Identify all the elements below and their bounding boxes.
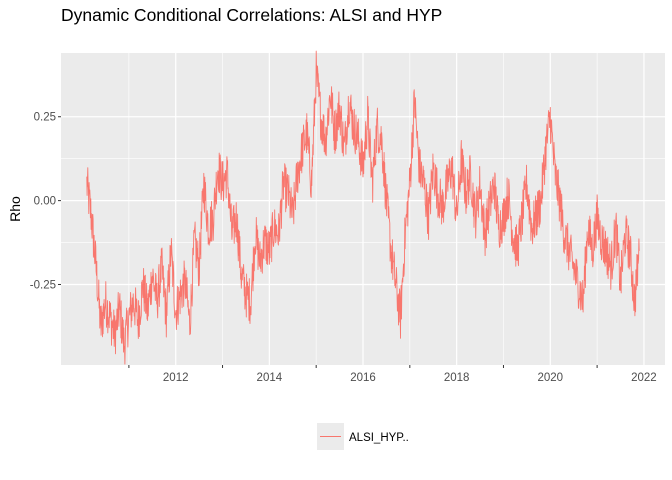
axis-ticks [58, 116, 598, 368]
y-tick-label: -0.25 [30, 279, 56, 291]
x-axis-tick-labels: 2012 2014 2016 2018 2020 2022 [163, 372, 657, 384]
x-tick-label: 2018 [444, 372, 470, 384]
y-tick-label: 0.25 [34, 112, 56, 124]
legend-label: ALSI_HYP.. [349, 432, 409, 444]
y-axis-tick-labels: -0.25 0.00 0.25 [30, 112, 56, 292]
legend: ALSI_HYP.. [317, 423, 409, 450]
x-tick-label: 2012 [163, 372, 189, 384]
x-tick-label: 2014 [257, 372, 283, 384]
x-tick-label: 2016 [350, 372, 376, 384]
series-layer [86, 50, 640, 365]
y-tick-label: 0.00 [34, 196, 56, 208]
series-line [86, 50, 640, 365]
y-axis-title: Rho [7, 196, 23, 222]
x-tick-label: 2020 [537, 372, 563, 384]
x-tick-label: 2022 [631, 372, 657, 384]
chart-title: Dynamic Conditional Correlations: ALSI a… [61, 5, 443, 25]
